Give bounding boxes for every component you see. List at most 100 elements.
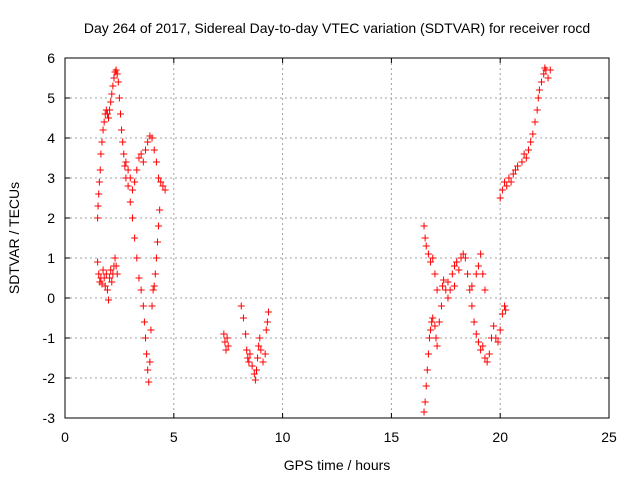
data-point (99, 126, 107, 134)
data-point (507, 178, 515, 186)
data-point (534, 94, 542, 102)
data-point (244, 354, 252, 362)
data-point (529, 130, 537, 138)
data-point (108, 278, 116, 286)
data-point (474, 262, 482, 270)
data-point (533, 106, 541, 114)
data-point (527, 138, 535, 146)
data-point (95, 270, 103, 278)
data-point (477, 250, 485, 258)
data-point (121, 162, 129, 170)
data-point (535, 86, 543, 94)
data-point (239, 314, 247, 322)
data-point (250, 370, 258, 378)
y-tick-label: 5 (47, 90, 55, 106)
data-point (546, 66, 554, 74)
x-tick-label: 10 (275, 429, 291, 445)
data-point (135, 274, 143, 282)
data-point (514, 162, 522, 170)
data-point (147, 326, 155, 334)
data-point (124, 182, 132, 190)
data-point (94, 214, 102, 222)
data-point (481, 286, 489, 294)
data-point (137, 150, 145, 158)
data-point (105, 296, 113, 304)
data-point (248, 362, 256, 370)
data-point (106, 106, 114, 114)
data-point (520, 150, 528, 158)
data-point (94, 202, 102, 210)
data-point (110, 74, 118, 82)
data-point (503, 182, 511, 190)
data-point (246, 350, 254, 358)
data-point (498, 186, 506, 194)
data-point (242, 330, 250, 338)
data-series (220, 302, 272, 384)
data-point (464, 270, 472, 278)
data-point (421, 398, 429, 406)
data-point (437, 302, 445, 310)
data-point (105, 114, 113, 122)
data-point (106, 274, 114, 282)
data-point (107, 98, 115, 106)
data-point (98, 138, 106, 146)
data-point (150, 146, 158, 154)
data-point (440, 276, 448, 284)
x-tick-label: 5 (170, 429, 178, 445)
data-point (156, 206, 164, 214)
data-point (496, 194, 504, 202)
data-point (261, 350, 269, 358)
data-point (262, 326, 270, 334)
data-point (420, 408, 428, 416)
data-point (149, 286, 157, 294)
data-point (126, 174, 134, 182)
data-point (490, 322, 498, 330)
data-point (470, 318, 478, 326)
data-point (423, 366, 431, 374)
x-tick-label: 25 (601, 429, 617, 445)
data-point (148, 302, 156, 310)
data-point (461, 254, 469, 262)
data-point (427, 326, 435, 334)
data-series (94, 254, 121, 304)
data-point (474, 338, 482, 346)
y-tick-label: -3 (43, 410, 56, 426)
data-point (422, 242, 430, 250)
data-point (439, 282, 447, 290)
y-tick-label: 6 (47, 50, 55, 66)
data-point (431, 322, 439, 330)
data-point (427, 258, 435, 266)
data-point (112, 262, 120, 270)
data-point (492, 334, 500, 342)
data-point (114, 78, 122, 86)
y-tick-label: -1 (43, 330, 56, 346)
data-point (155, 174, 163, 182)
data-point (444, 278, 452, 286)
data-point (128, 186, 136, 194)
chart-title: Day 264 of 2017, Sidereal Day-to-day VTE… (84, 20, 590, 36)
data-point (107, 266, 115, 274)
data-point (150, 282, 158, 290)
data-point (522, 154, 530, 162)
data-point (257, 346, 265, 354)
data-point (511, 166, 519, 174)
data-point (531, 118, 539, 126)
data-series (420, 222, 489, 294)
data-point (481, 354, 489, 362)
data-point (505, 174, 513, 182)
data-point (103, 110, 111, 118)
data-point (451, 262, 459, 270)
data-point (128, 214, 136, 222)
data-point (485, 350, 493, 358)
data-point (137, 286, 145, 294)
y-axis-label: SDTVAR / TECUs (6, 182, 22, 294)
data-point (99, 266, 107, 274)
data-point (466, 286, 474, 294)
data-point (264, 308, 272, 316)
data-point (140, 318, 148, 326)
data-point (142, 334, 150, 342)
data-point (255, 342, 263, 350)
data-point (256, 334, 264, 342)
data-point (116, 110, 124, 118)
data-point (97, 150, 105, 158)
